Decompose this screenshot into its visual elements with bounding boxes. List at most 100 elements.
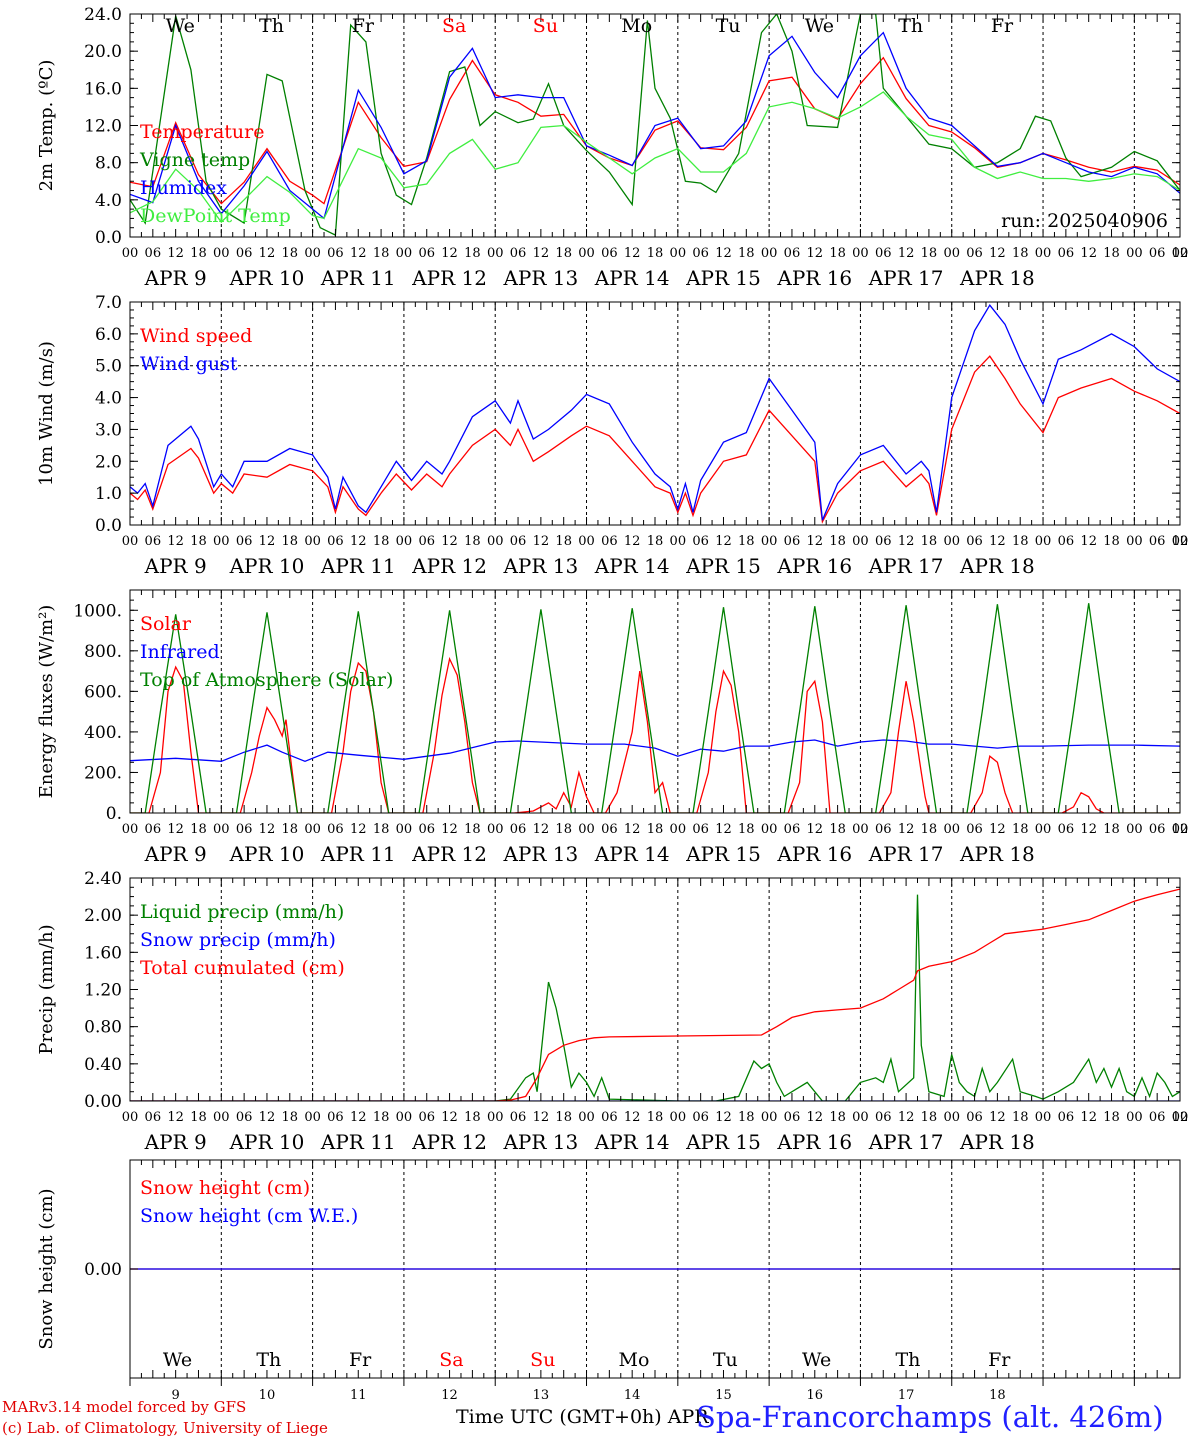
weekday-label: Su (533, 15, 558, 37)
hour-tick-label: 06 (966, 246, 983, 261)
hour-tick-label: 12 (533, 822, 550, 837)
day-number-label: 17 (898, 1388, 915, 1403)
hour-tick-label: 18 (921, 246, 938, 261)
hour-tick-label: 12 (350, 246, 367, 261)
hour-tick-label: 12 (1172, 1110, 1189, 1125)
hour-tick-label: 18 (190, 822, 207, 837)
hour-tick-label: 12 (898, 1110, 915, 1125)
hour-tick-label: 06 (1058, 1110, 1075, 1125)
hour-tick-label: 12 (715, 822, 732, 837)
hour-tick-label: 18 (555, 822, 572, 837)
hour-tick-label: 00 (761, 534, 778, 549)
hour-tick-label: 00 (487, 1110, 504, 1125)
hour-tick-label: 00 (670, 1110, 687, 1125)
hour-tick-label: 12 (441, 246, 458, 261)
hour-tick-label: 18 (1012, 534, 1029, 549)
hour-tick-label: 06 (875, 246, 892, 261)
hour-tick-label: 18 (1012, 822, 1029, 837)
hour-tick-label: 00 (670, 246, 687, 261)
hour-tick-label: 06 (1149, 534, 1166, 549)
hour-tick-label: 00 (761, 1110, 778, 1125)
hour-tick-label: 00 (122, 822, 139, 837)
hour-tick-label: 00 (1035, 534, 1052, 549)
hour-tick-label: 18 (647, 534, 664, 549)
hour-tick-label: 12 (1172, 822, 1189, 837)
y-tick-label: 4.0 (95, 389, 122, 409)
hour-tick-label: 00 (122, 1110, 139, 1125)
hour-tick-label: 00 (1172, 534, 1189, 549)
hour-tick-label: 12 (533, 534, 550, 549)
hour-tick-label: 18 (190, 534, 207, 549)
legend-entry: Wind gust (140, 353, 238, 375)
y-tick-label: 24.0 (84, 5, 122, 25)
weekday-label: Fr (991, 15, 1014, 37)
hour-tick-label: 18 (829, 534, 846, 549)
station-name: Spa-Francorchamps (alt. 426m) (696, 1400, 1164, 1434)
hour-tick-label: 12 (898, 822, 915, 837)
day-number-label: 15 (715, 1388, 732, 1403)
y-tick-label: 2.00 (84, 906, 122, 926)
date-label: APR 18 (959, 266, 1035, 290)
date-label: APR 16 (776, 554, 852, 578)
y-tick-label: 2.0 (95, 452, 122, 472)
date-label: APR 14 (594, 554, 670, 578)
hour-tick-label: 12 (807, 1110, 824, 1125)
weekday-label: We (163, 1349, 192, 1371)
hour-tick-label: 18 (738, 822, 755, 837)
hour-tick-label: 12 (1080, 534, 1097, 549)
hour-tick-label: 06 (1149, 246, 1166, 261)
y-axis-label: Precip (mm/h) (36, 924, 57, 1054)
weekday-label: Sa (439, 1349, 463, 1371)
hour-tick-label: 00 (852, 534, 869, 549)
hour-tick-label: 06 (145, 1110, 162, 1125)
hour-tick-label: 06 (145, 534, 162, 549)
hour-tick-label: 12 (1080, 822, 1097, 837)
y-tick-label: 600. (84, 682, 122, 702)
hour-tick-label: 06 (236, 534, 253, 549)
hour-tick-label: 18 (738, 534, 755, 549)
hour-tick-label: 18 (555, 1110, 572, 1125)
hour-tick-label: 12 (259, 246, 276, 261)
date-label: APR 11 (320, 554, 396, 578)
hour-tick-label: 06 (966, 534, 983, 549)
date-label: APR 17 (868, 1130, 944, 1154)
legend-entry: Snow height (cm W.E.) (140, 1205, 358, 1227)
day-number-label: 14 (624, 1388, 641, 1403)
weekday-label: Th (256, 1349, 281, 1371)
date-label: APR 10 (229, 1130, 305, 1154)
series-line-solar (130, 656, 1180, 813)
hour-tick-label: 06 (692, 1110, 709, 1125)
hour-tick-label: 06 (418, 822, 435, 837)
hour-tick-label: 18 (738, 246, 755, 261)
date-label: APR 17 (868, 842, 944, 866)
hour-tick-label: 00 (578, 1110, 595, 1125)
hour-tick-label: 00 (1126, 246, 1143, 261)
date-label: APR 14 (594, 842, 670, 866)
hour-tick-label: 18 (921, 534, 938, 549)
date-label: APR 9 (144, 842, 207, 866)
date-label: APR 16 (776, 842, 852, 866)
hour-tick-label: 12 (167, 822, 184, 837)
panel-4: 0.00 0.40 0.80 1.20 1.60 2.00 2.40 Precip (mm/h… (36, 869, 1189, 1154)
date-label: APR 9 (144, 266, 207, 290)
hour-tick-label: 00 (1126, 534, 1143, 549)
series-line-wind-gust (130, 304, 1180, 521)
date-label: APR 18 (959, 842, 1035, 866)
hour-tick-label: 12 (1080, 246, 1097, 261)
y-tick-label: 5.0 (95, 357, 122, 377)
hour-tick-label: 06 (418, 246, 435, 261)
hour-tick-label: 06 (510, 246, 527, 261)
hour-tick-label: 12 (715, 246, 732, 261)
hour-tick-label: 06 (692, 246, 709, 261)
y-tick-label: 12.0 (84, 117, 122, 137)
date-label: APR 9 (144, 554, 207, 578)
hour-tick-label: 18 (190, 1110, 207, 1125)
hour-tick-label: 18 (1103, 1110, 1120, 1125)
hour-tick-label: 00 (761, 822, 778, 837)
hour-tick-label: 12 (350, 1110, 367, 1125)
weekday-label: Su (530, 1349, 555, 1371)
hour-tick-label: 06 (875, 534, 892, 549)
hour-tick-label: 06 (784, 822, 801, 837)
hour-tick-label: 00 (396, 534, 413, 549)
hour-tick-label: 12 (807, 534, 824, 549)
